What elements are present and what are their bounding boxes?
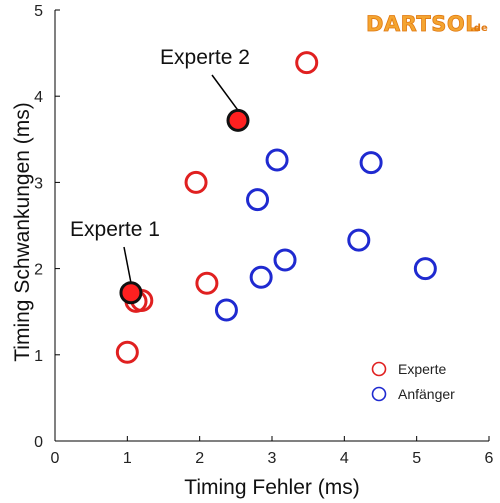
y-tick-label: 1 [34, 348, 43, 365]
anfaenger-point [273, 248, 297, 272]
anfaenger-point [265, 148, 289, 172]
y-tick-label: 4 [34, 89, 43, 106]
annotation-label: Experte 2 [160, 46, 250, 69]
x-tick-label: 0 [51, 450, 60, 467]
anfaenger-point [214, 298, 238, 322]
x-axis-title: Timing Fehler (ms) [184, 476, 359, 499]
logo-text: DARTSOL [366, 12, 479, 36]
legend-marker-experte [371, 361, 387, 377]
anfaenger-point [347, 228, 371, 252]
annotation-label: Experte 1 [70, 218, 160, 241]
y-tick-label: 3 [34, 175, 43, 192]
annotations: Experte 1 Experte 2 [70, 46, 250, 305]
y-axis-title: Timing Schwankungen (ms) [11, 102, 34, 362]
experte-point [184, 170, 208, 194]
x-tick-label: 5 [412, 450, 421, 467]
y-tick-label: 2 [34, 262, 43, 279]
axis-ticks: 0 1 2 3 4 5 6 0 1 2 3 4 5 [34, 3, 493, 467]
highlighted-expert-point [119, 281, 143, 305]
legend: Experte Anfänger [371, 361, 455, 402]
anfaenger-point [249, 265, 273, 289]
y-tick-label: 0 [34, 434, 43, 451]
anfaenger-point [413, 257, 437, 281]
annotation-leader-line [123, 246, 132, 283]
x-tick-label: 4 [340, 450, 349, 467]
data-points [115, 51, 437, 364]
x-tick-label: 6 [485, 450, 494, 467]
x-tick-label: 2 [195, 450, 204, 467]
x-tick-label: 3 [268, 450, 277, 467]
legend-label-anfaenger: Anfänger [398, 386, 455, 402]
legend-marker-anfaenger [371, 386, 387, 402]
annotation-leader-line [211, 74, 239, 111]
y-tick-label: 5 [34, 3, 43, 20]
experte-point [115, 340, 139, 364]
anfaenger-point [246, 188, 270, 212]
logo-suffix: .de [470, 23, 488, 34]
highlighted-expert-point [226, 108, 250, 132]
x-tick-label: 1 [123, 450, 132, 467]
experte-point [195, 271, 219, 295]
anfaenger-point [359, 151, 383, 175]
experte-point [295, 51, 319, 75]
dartsol-logo: DARTSOL .de [366, 12, 488, 37]
legend-label-experte: Experte [398, 361, 446, 377]
